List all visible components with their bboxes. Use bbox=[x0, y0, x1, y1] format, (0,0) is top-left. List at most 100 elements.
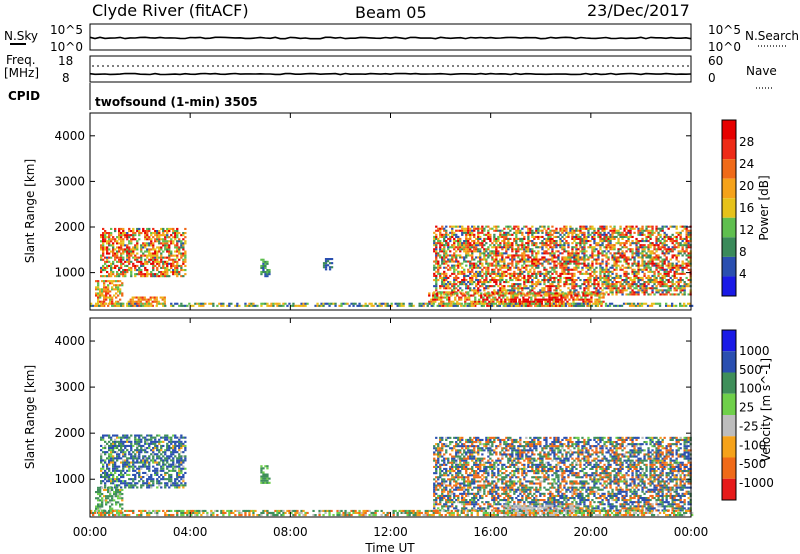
heatmap-cell bbox=[286, 304, 289, 307]
heatmap-cell bbox=[515, 233, 518, 236]
heatmap-cell bbox=[561, 291, 564, 294]
heatmap-cell bbox=[112, 266, 115, 269]
heatmap-cell bbox=[435, 283, 438, 286]
heatmap-cell bbox=[120, 262, 123, 265]
heatmap-cell bbox=[449, 235, 452, 238]
heatmap-cell bbox=[499, 281, 502, 284]
heatmap-cell bbox=[549, 252, 552, 255]
heatmap-cell bbox=[212, 302, 215, 305]
heatmap-cell bbox=[114, 254, 117, 257]
heatmap-cell bbox=[665, 244, 668, 247]
heatmap-cell bbox=[557, 256, 560, 259]
heatmap-cell bbox=[455, 260, 458, 263]
heatmap-cell bbox=[140, 271, 143, 274]
heatmap-cell bbox=[120, 260, 123, 263]
heatmap-cell bbox=[122, 250, 125, 253]
heatmap-cell bbox=[641, 254, 644, 257]
heatmap-cell bbox=[513, 248, 516, 251]
heatmap-cell bbox=[567, 235, 570, 238]
heatmap-cell bbox=[116, 453, 119, 456]
heatmap-cell bbox=[172, 242, 175, 245]
heatmap-cell bbox=[517, 279, 520, 282]
heatmap-cell bbox=[607, 293, 610, 296]
heatmap-cell bbox=[461, 231, 464, 234]
heatmap-cell bbox=[100, 469, 103, 472]
heatmap-cell bbox=[439, 272, 442, 275]
heatmap-cell bbox=[100, 302, 103, 305]
colorbar-swatch bbox=[722, 178, 736, 199]
heatmap-cell bbox=[563, 285, 566, 288]
heatmap-cell bbox=[112, 455, 115, 458]
heatmap-cell bbox=[493, 250, 496, 253]
heatmap-cell bbox=[584, 300, 587, 303]
heatmap-cell bbox=[635, 225, 638, 228]
heatmap-cell bbox=[515, 237, 518, 240]
heatmap-cell bbox=[570, 304, 573, 307]
heatmap-cell bbox=[633, 231, 636, 234]
heatmap-cell bbox=[156, 240, 159, 243]
heatmap-cell bbox=[144, 442, 147, 445]
heatmap-cell bbox=[178, 246, 181, 249]
heatmap-cell bbox=[437, 270, 440, 273]
heatmap-cell bbox=[158, 240, 161, 243]
heatmap-cell bbox=[615, 256, 618, 259]
heatmap-cell bbox=[679, 266, 682, 269]
heatmap-cell bbox=[645, 285, 648, 288]
heatmap-cell bbox=[112, 467, 115, 470]
heatmap-cell bbox=[465, 250, 468, 253]
heatmap-cell bbox=[150, 438, 153, 441]
heatmap-cell bbox=[613, 262, 616, 265]
heatmap-cell bbox=[114, 264, 117, 267]
heatmap-cell bbox=[442, 304, 445, 307]
heatmap-cell bbox=[583, 240, 586, 243]
heatmap-cell bbox=[176, 227, 179, 230]
heatmap-cell bbox=[565, 279, 568, 282]
heatmap-cell bbox=[144, 447, 147, 450]
heatmap-cell bbox=[587, 272, 590, 275]
heatmap-cell bbox=[587, 266, 590, 269]
heatmap-cell bbox=[562, 304, 566, 307]
heatmap-cell bbox=[154, 260, 157, 263]
heatmap-cell bbox=[443, 258, 446, 261]
heatmap-cell bbox=[619, 289, 622, 292]
y-tick-label: 2000 bbox=[54, 220, 85, 234]
heatmap-cell bbox=[506, 304, 509, 307]
heatmap-cell bbox=[543, 283, 546, 286]
heatmap-cell bbox=[477, 281, 480, 284]
heatmap-cell bbox=[659, 248, 662, 251]
heatmap-cell bbox=[132, 444, 135, 447]
heatmap-cell bbox=[102, 250, 105, 253]
heatmap-cell bbox=[446, 302, 449, 305]
heatmap-cell bbox=[439, 285, 442, 288]
heatmap-cell bbox=[485, 248, 488, 251]
heatmap-cell bbox=[244, 304, 247, 307]
heatmap-cell bbox=[537, 231, 540, 234]
heatmap-cell bbox=[426, 304, 429, 307]
heatmap-cell bbox=[679, 264, 682, 267]
heatmap-cell bbox=[500, 298, 503, 301]
heatmap-cell bbox=[551, 256, 554, 259]
heatmap-cell bbox=[443, 270, 446, 273]
heatmap-cell bbox=[667, 279, 670, 282]
heatmap-cell bbox=[102, 467, 105, 470]
heatmap-cell bbox=[523, 283, 526, 286]
heatmap-cell bbox=[613, 229, 616, 232]
heatmap-cell bbox=[234, 304, 237, 307]
heatmap-cell bbox=[555, 289, 558, 292]
heatmap-cell bbox=[649, 262, 652, 265]
heatmap-cell bbox=[470, 302, 473, 305]
heatmap-cell bbox=[639, 252, 642, 255]
heatmap-cell bbox=[517, 274, 520, 277]
heatmap-cell bbox=[519, 254, 522, 257]
heatmap-cell bbox=[537, 262, 540, 265]
heatmap-cell bbox=[657, 283, 660, 286]
heatmap-cell bbox=[475, 250, 478, 253]
heatmap-cell bbox=[276, 302, 279, 305]
heatmap-cell bbox=[306, 302, 309, 305]
heatmap-cell bbox=[491, 270, 494, 273]
heatmap-cell bbox=[531, 254, 534, 257]
heatmap-cell bbox=[94, 304, 97, 307]
heatmap-cell bbox=[483, 237, 486, 240]
heatmap-cell bbox=[270, 302, 273, 305]
heatmap-cell bbox=[467, 270, 470, 273]
